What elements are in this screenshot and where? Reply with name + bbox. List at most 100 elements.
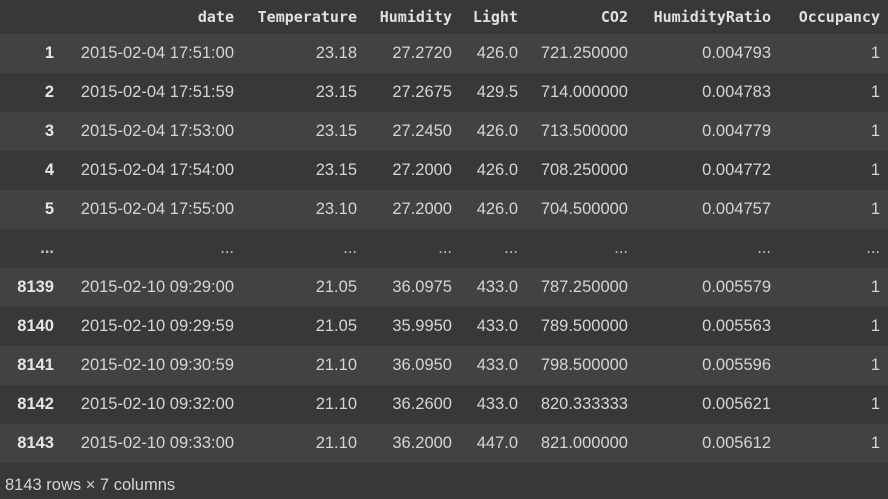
cell-date: 2015-02-10 09:33:00 <box>80 434 234 452</box>
cell-humidityratio: 0.005621 <box>702 395 771 413</box>
cell-occupancy: 1 <box>870 122 880 140</box>
cell-occupancy: 1 <box>870 278 880 296</box>
cell-humidity: 36.2600 <box>392 395 452 413</box>
cell-light: 433.0 <box>476 356 518 374</box>
cell-co2: 713.500000 <box>540 122 628 140</box>
cell-humidity: 36.2000 <box>392 434 452 452</box>
column-header-light: Light <box>472 8 518 26</box>
cell-co2: 714.000000 <box>540 83 628 101</box>
cell-light: 426.0 <box>476 200 518 218</box>
dataframe-shape-summary: 8143 rows × 7 columns <box>5 476 176 494</box>
cell-light: 426.0 <box>476 122 518 140</box>
column-header-humidity: Humidity <box>379 8 452 26</box>
row-index: 8141 <box>17 356 54 374</box>
row-index: 1 <box>44 44 54 62</box>
cell-humidity: 27.2720 <box>392 44 452 62</box>
cell-temperature: 23.18 <box>315 44 357 62</box>
cell-light: 433.0 <box>476 317 518 335</box>
cell-co2: 787.250000 <box>540 278 628 296</box>
cell-temperature: 23.15 <box>315 83 357 101</box>
cell-light: 433.0 <box>476 395 518 413</box>
cell-humidityratio: 0.004772 <box>702 161 771 179</box>
row-index: 8140 <box>17 317 54 335</box>
dataframe-table: date Temperature Humidity Light CO2 Humi… <box>0 0 888 452</box>
cell-temperature: 23.15 <box>315 122 357 140</box>
cell-humidityratio: 0.005596 <box>702 356 771 374</box>
cell-co2: 789.500000 <box>540 317 628 335</box>
cell-co2: 704.500000 <box>540 200 628 218</box>
cell-humidityratio: 0.004779 <box>702 122 771 140</box>
table-row: 8141 2015-02-10 09:30:59 21.10 36.0950 4… <box>0 346 888 385</box>
cell-temperature: 21.10 <box>315 356 357 374</box>
cell-co2: 721.250000 <box>540 44 628 62</box>
cell-temperature: 23.15 <box>315 161 357 179</box>
table-row: 8142 2015-02-10 09:32:00 21.10 36.2600 4… <box>0 385 888 424</box>
cell-humidityratio: 0.004793 <box>702 44 771 62</box>
ellipsis-row: ... ... ... ... ... ... ... ... <box>0 229 888 268</box>
cell-co2: 708.250000 <box>540 161 628 179</box>
cell-humidity: 27.2675 <box>392 83 452 101</box>
cell-light: 429.5 <box>476 83 518 101</box>
cell-co2: ... <box>614 239 628 257</box>
cell-humidityratio: 0.005563 <box>702 317 771 335</box>
cell-occupancy: 1 <box>870 434 880 452</box>
cell-humidity: 27.2450 <box>392 122 452 140</box>
cell-date: 2015-02-10 09:30:59 <box>80 356 234 374</box>
table-row: 8139 2015-02-10 09:29:00 21.05 36.0975 4… <box>0 268 888 307</box>
cell-humidity: 27.2000 <box>392 161 452 179</box>
cell-occupancy: 1 <box>870 395 880 413</box>
cell-occupancy: 1 <box>870 356 880 374</box>
cell-date: 2015-02-04 17:54:00 <box>80 161 234 179</box>
cell-date: 2015-02-10 09:29:59 <box>80 317 234 335</box>
table-row: 2 2015-02-04 17:51:59 23.15 27.2675 429.… <box>0 73 888 112</box>
cell-humidity: 27.2000 <box>392 200 452 218</box>
cell-date: ... <box>220 239 234 257</box>
cell-humidityratio: ... <box>757 239 771 257</box>
cell-occupancy: 1 <box>870 44 880 62</box>
cell-date: 2015-02-04 17:53:00 <box>80 122 234 140</box>
cell-humidityratio: 0.005579 <box>702 278 771 296</box>
cell-co2: 798.500000 <box>540 356 628 374</box>
cell-occupancy: 1 <box>870 200 880 218</box>
row-index: 5 <box>44 200 54 218</box>
cell-humidity: 36.0950 <box>392 356 452 374</box>
table-row: 1 2015-02-04 17:51:00 23.18 27.2720 426.… <box>0 34 888 73</box>
cell-humidityratio: 0.004757 <box>702 200 771 218</box>
cell-date: 2015-02-04 17:51:00 <box>80 44 234 62</box>
column-header-temperature: Temperature <box>257 8 357 26</box>
cell-light: 426.0 <box>476 161 518 179</box>
index-header <box>0 0 62 34</box>
cell-temperature: 21.05 <box>315 317 357 335</box>
column-header-date: date <box>197 8 234 26</box>
column-header-humidityratio: HumidityRatio <box>653 8 771 26</box>
row-index: ... <box>40 239 54 257</box>
cell-humidityratio: 0.005612 <box>702 434 771 452</box>
cell-co2: 820.333333 <box>540 395 628 413</box>
row-index: 2 <box>44 83 54 101</box>
table-row: 8140 2015-02-10 09:29:59 21.05 35.9950 4… <box>0 307 888 346</box>
cell-temperature: 21.10 <box>315 434 357 452</box>
header-row: date Temperature Humidity Light CO2 Humi… <box>0 0 888 34</box>
cell-temperature: 23.10 <box>315 200 357 218</box>
table-row: 4 2015-02-04 17:54:00 23.15 27.2000 426.… <box>0 151 888 190</box>
cell-temperature: 21.10 <box>315 395 357 413</box>
cell-light: 426.0 <box>476 44 518 62</box>
row-index: 8143 <box>17 434 54 452</box>
row-index: 4 <box>44 161 54 179</box>
cell-humidity: ... <box>438 239 452 257</box>
cell-humidity: 36.0975 <box>392 278 452 296</box>
column-header-co2: CO2 <box>600 8 628 26</box>
cell-date: 2015-02-04 17:55:00 <box>80 200 234 218</box>
cell-light: 447.0 <box>476 434 518 452</box>
row-index: 8139 <box>17 278 54 296</box>
cell-occupancy: 1 <box>870 161 880 179</box>
row-index: 3 <box>44 122 54 140</box>
cell-date: 2015-02-10 09:29:00 <box>80 278 234 296</box>
cell-occupancy: ... <box>866 239 880 257</box>
cell-temperature: 21.05 <box>315 278 357 296</box>
cell-date: 2015-02-04 17:51:59 <box>80 83 234 101</box>
cell-date: 2015-02-10 09:32:00 <box>80 395 234 413</box>
table-row: 5 2015-02-04 17:55:00 23.10 27.2000 426.… <box>0 190 888 229</box>
cell-light: 433.0 <box>476 278 518 296</box>
